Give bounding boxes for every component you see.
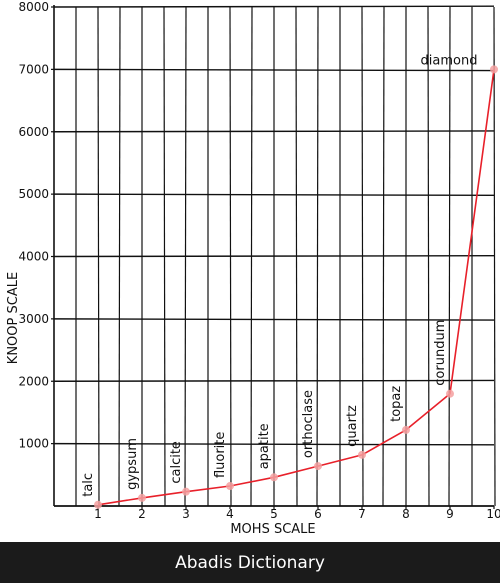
x-axis-label: MOHS SCALE — [230, 522, 315, 537]
x-tick-label: 8 — [402, 507, 410, 521]
v-gridline-4 — [229, 6, 232, 507]
x-tick-label: 1 — [94, 507, 102, 521]
v-gridline-1 — [97, 6, 100, 507]
point-label-topaz: topaz — [389, 386, 404, 422]
v-gridline-3 — [184, 6, 187, 507]
point-label-corundum: corundum — [433, 320, 448, 386]
data-point-diamond — [490, 65, 498, 74]
y-tick-label: 4000 — [18, 250, 49, 264]
x-tick-label: 4 — [226, 507, 234, 521]
data-point-gypsum — [138, 493, 146, 502]
series-line — [97, 69, 495, 506]
y-axis-label: KNOOP SCALE — [6, 272, 21, 364]
x-tick-labels: 1 2 3 4 5 6 7 8 9 10 — [94, 506, 500, 521]
grid-lines — [53, 5, 496, 507]
data-points — [94, 65, 498, 509]
data-point-calcite — [182, 487, 190, 496]
y-tick-label: 6000 — [18, 125, 49, 139]
v-gridline-9 — [448, 6, 451, 507]
y-tick-label: 2000 — [18, 374, 49, 388]
point-label-diamond: diamond — [421, 53, 478, 68]
data-point-apatite — [270, 473, 278, 482]
v-gridline-8.5 — [427, 6, 430, 507]
point-label-orthoclase: orthoclase — [301, 390, 316, 458]
knoop-mohs-chart: 1000 2000 3000 4000 5000 6000 7000 8000 1 2 3 4 5 6 7… — [6, 0, 500, 537]
y-tick-label: 1000 — [18, 437, 49, 451]
x-tick-label: 5 — [270, 507, 278, 521]
x-tick-label: 9 — [446, 507, 454, 521]
point-label-gypsum: gypsum — [125, 438, 140, 490]
data-point-talc — [94, 500, 102, 509]
x-tick-label: 7 — [358, 507, 366, 521]
v-gridline-1.5 — [118, 6, 121, 507]
y-tick-labels: 1000 2000 3000 4000 5000 6000 7000 8000 — [18, 0, 54, 451]
data-point-orthoclase — [314, 462, 322, 471]
footer-text: Abadis Dictionary — [175, 552, 325, 573]
x-tick-label: 2 — [138, 507, 146, 521]
data-point-fluorite — [226, 482, 234, 491]
point-label-apatite: apatite — [257, 423, 272, 469]
v-gridline-6 — [316, 6, 319, 507]
series-path — [97, 69, 495, 506]
y-tick-label: 7000 — [18, 62, 49, 76]
v-gridline-7.5 — [382, 6, 385, 507]
footer-banner: Abadis Dictionary — [0, 542, 500, 583]
x-tick-label: 6 — [314, 507, 322, 521]
mineral-labels: talc gypsum calcite fluorite apatite orthocla… — [81, 53, 477, 496]
x-tick-label: 10 — [486, 507, 500, 521]
v-gridline-5.5 — [295, 6, 298, 507]
y-tick-label: 3000 — [18, 312, 49, 326]
data-point-topaz — [402, 425, 410, 434]
data-point-corundum — [446, 389, 454, 398]
point-label-calcite: calcite — [169, 441, 184, 484]
v-gridline-7 — [361, 6, 364, 507]
v-gridline-10 — [493, 6, 496, 507]
data-point-quartz — [358, 450, 366, 459]
point-label-fluorite: fluorite — [213, 432, 228, 478]
y-tick-label: 8000 — [18, 0, 49, 14]
v-gridline-2.5 — [163, 6, 166, 507]
v-gridline-4.5 — [250, 6, 253, 507]
h-gridline-8000 — [53, 5, 495, 8]
point-label-talc: talc — [81, 473, 96, 497]
y-tick-label: 5000 — [18, 187, 49, 201]
x-tick-label: 3 — [182, 507, 190, 521]
point-label-quartz: quartz — [345, 405, 360, 447]
